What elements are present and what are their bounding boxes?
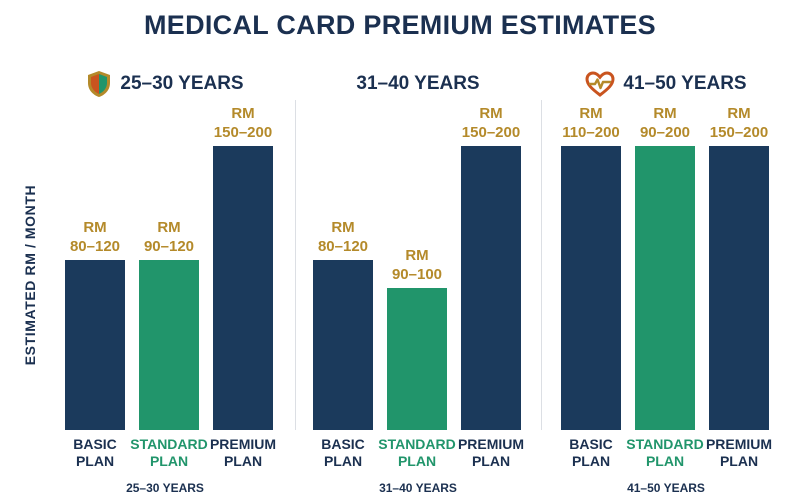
bar-basic-plan: [313, 259, 373, 430]
group-header: 25–30 YEARS: [45, 70, 285, 98]
tick-label-premium: PREMIUM PLAN: [705, 436, 773, 469]
group-header: 31–40 YEARS: [298, 70, 538, 98]
bar-basic-plan: [561, 146, 621, 430]
bar-premium-plan: [213, 146, 273, 430]
group-header-label: 25–30 YEARS: [120, 73, 244, 94]
chart-title: MEDICAL CARD PREMIUM ESTIMATES: [143, 10, 656, 40]
y-axis-label: ESTIMATED RM / MONTH: [22, 184, 38, 366]
data-label: RM 150–200: [461, 105, 521, 141]
shield-icon: [86, 70, 112, 98]
group-divider: [295, 100, 296, 430]
tick-label-standard: STANDARD PLAN: [378, 436, 456, 469]
tick-label-basic: BASIC PLAN: [569, 436, 613, 469]
tick-label-standard: STANDARD PLAN: [130, 436, 208, 469]
bar-basic-plan: [65, 259, 125, 430]
tick-label-premium: PREMIUM PLAN: [209, 436, 277, 469]
tick-label-standard: STANDARD PLAN: [626, 436, 704, 469]
group-header-label: 41–50 YEARS: [623, 73, 747, 94]
data-label: RM 150–200: [709, 105, 769, 141]
data-label: RM 90–100: [391, 247, 443, 283]
bar-standard-plan: [387, 288, 447, 430]
data-label: RM 80–120: [317, 218, 369, 255]
data-label: RM 150–200: [213, 105, 273, 141]
tick-label-basic: BASIC PLAN: [321, 436, 365, 469]
data-label: RM 110–200: [562, 105, 620, 141]
data-label: RM 80–120: [69, 218, 121, 255]
group-header-label: 31–40 YEARS: [356, 73, 480, 94]
bar-premium-plan: [461, 146, 521, 430]
group-footer-label: 41–50 YEARS: [627, 481, 705, 495]
group-header: 41–50 YEARS: [546, 70, 786, 98]
data-label: RM 90–200: [639, 105, 691, 141]
bar-standard-plan: [635, 146, 695, 430]
group-footer-label: 25–30 YEARS: [126, 481, 204, 495]
data-label: RM 90–120: [143, 218, 195, 255]
bar-standard-plan: [139, 259, 199, 430]
group-footer-label: 31–40 YEARS: [379, 481, 457, 495]
heart-pulse-icon: [585, 71, 615, 97]
bar-premium-plan: [709, 146, 769, 430]
tick-label-basic: BASIC PLAN: [73, 436, 117, 469]
group-divider: [541, 100, 542, 430]
tick-label-premium: PREMIUM PLAN: [457, 436, 525, 469]
